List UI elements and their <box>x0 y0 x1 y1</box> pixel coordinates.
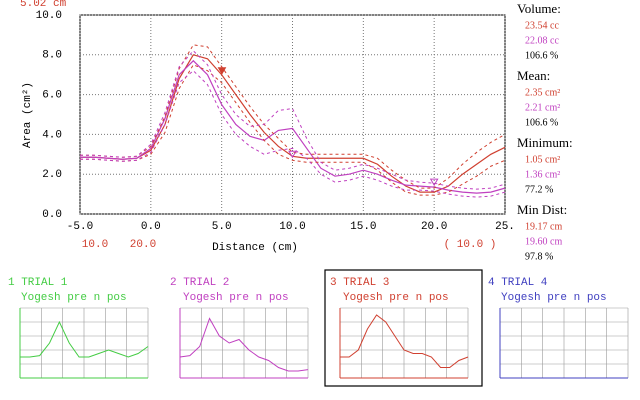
trial-title[interactable]: 3 TRIAL 3 <box>330 277 389 289</box>
trial-subtitle[interactable]: Yogesh pre n pos <box>501 292 607 304</box>
y-tick-label: 6.0 <box>42 90 62 102</box>
marker <box>288 150 297 159</box>
y-tick-label: 0.0 <box>42 209 62 221</box>
stat-value: 2.35 cm² <box>525 87 560 98</box>
x-extra-label: 10.0 <box>82 239 108 251</box>
stat-value: 1.05 cm² <box>525 154 560 165</box>
stat-value: 97.8 % <box>525 251 553 262</box>
stat-label: Minimum: <box>517 135 573 150</box>
top-label: 5.02 cm <box>20 0 67 10</box>
mini-line <box>179 317 309 372</box>
marker <box>217 67 227 75</box>
series-line <box>80 70 506 198</box>
stat-label: Mean: <box>517 68 550 83</box>
stat-value: 106.6 % <box>525 50 558 61</box>
mini-line <box>340 314 469 368</box>
stat-label: Min Dist: <box>517 202 567 217</box>
y-tick-label: 4.0 <box>42 129 62 141</box>
trial-subtitle[interactable]: Yogesh pre n pos <box>183 292 289 304</box>
trial-title[interactable]: 2 TRIAL 2 <box>170 277 229 289</box>
x-extra-label: 20.0 <box>130 239 156 251</box>
stat-value: 106.6 % <box>525 117 558 128</box>
x-tick-label: 5.0 <box>212 221 232 233</box>
x-tick-label: 10.0 <box>279 221 305 233</box>
stat-value: 1.36 cm² <box>525 169 560 180</box>
y-tick-label: 8.0 <box>42 50 62 62</box>
stat-value: 23.54 cc <box>525 20 559 31</box>
stat-label: Volume: <box>517 1 561 16</box>
series-line <box>80 44 506 189</box>
stat-value: 22.08 cc <box>525 35 559 46</box>
series-line <box>80 59 506 194</box>
x-axis-label: Distance (cm) <box>212 242 298 254</box>
trial-subtitle[interactable]: Yogesh pre n pos <box>21 292 127 304</box>
x-extra-label: ( 10.0 ) <box>444 239 497 251</box>
y-tick-label: 2.0 <box>42 169 62 181</box>
series-line <box>80 64 506 196</box>
x-tick-label: -5.0 <box>67 221 93 233</box>
trial-title[interactable]: 4 TRIAL 4 <box>488 277 548 289</box>
x-tick-label: 0.0 <box>141 221 161 233</box>
stat-value: 19.60 cm <box>525 236 562 247</box>
stat-value: 2.21 cm² <box>525 102 560 113</box>
stat-value: 19.17 cm <box>525 221 562 232</box>
marker <box>429 178 439 187</box>
x-tick-label: 20.0 <box>421 221 447 233</box>
trial-title[interactable]: 1 TRIAL 1 <box>8 277 68 289</box>
y-tick-label: 10.0 <box>36 10 62 22</box>
stat-value: 77.2 % <box>525 184 553 195</box>
x-tick-label: 15.0 <box>350 221 376 233</box>
x-tick-label: 25. <box>495 221 515 233</box>
trial-subtitle[interactable]: Yogesh pre n pos <box>343 292 449 304</box>
trial-selection[interactable] <box>324 269 483 387</box>
y-axis-label: Area (cm²) <box>22 82 34 148</box>
mini-line <box>20 320 149 358</box>
series-line <box>80 54 506 193</box>
